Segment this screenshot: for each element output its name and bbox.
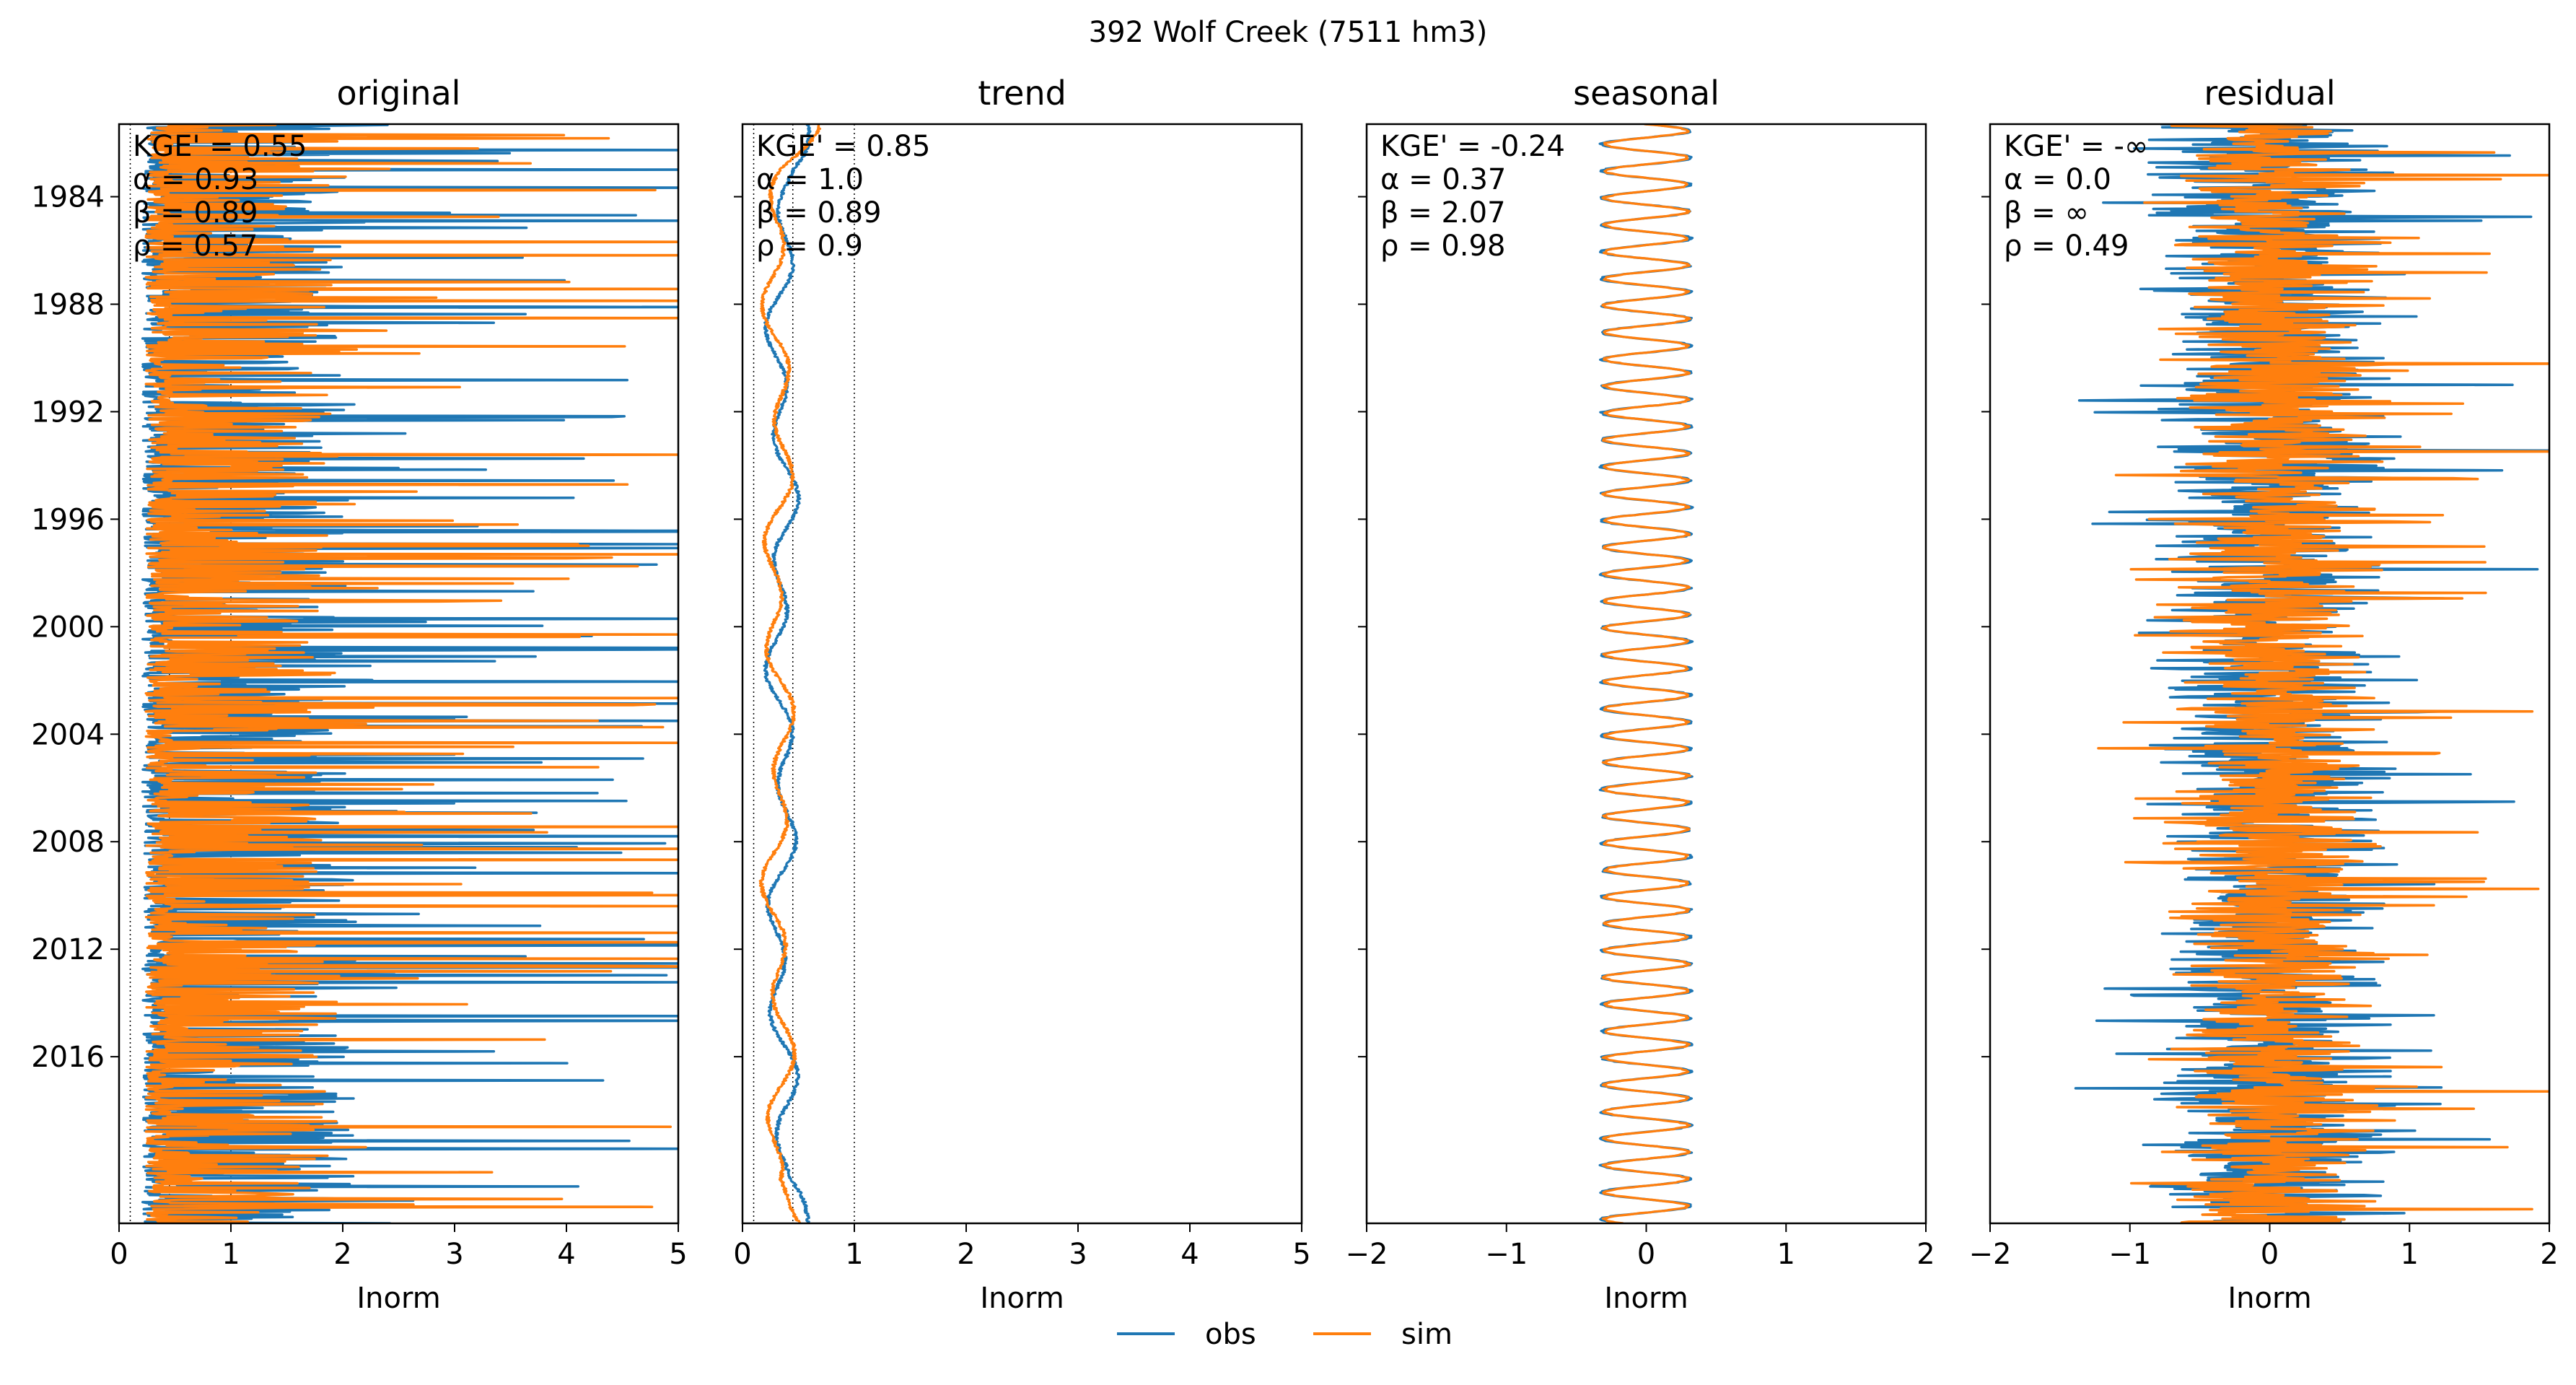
stat-label: β = ∞ [2004, 196, 2089, 230]
y-tick-label: 1984 [31, 181, 105, 214]
x-tick-label: 2 [333, 1238, 351, 1271]
x-tick-label: 0 [1637, 1238, 1655, 1271]
x-tick-label: 1 [1777, 1238, 1795, 1271]
panel-trend: trend KGE' = 0.85α = 1.0β = 0.89ρ = 0.9 0 1… [733, 74, 1310, 1315]
x-axis-label: Inorm [2227, 1282, 2311, 1315]
x-tick-label: −1 [2108, 1238, 2151, 1271]
stat-label: β = 0.89 [133, 196, 258, 230]
stat-label: KGE' = 0.55 [133, 130, 307, 163]
stat-label: ρ = 0.9 [756, 230, 863, 263]
x-tick-label: −2 [1346, 1238, 1388, 1271]
series-line-obs [763, 124, 812, 1223]
x-tick-label: −1 [1485, 1238, 1528, 1271]
x-tick-label: 4 [557, 1238, 575, 1271]
stat-label: α = 0.0 [2004, 163, 2111, 196]
panel-title: residual [2204, 74, 2335, 113]
panel-title: original [337, 74, 461, 113]
x-tick-label: 0 [2261, 1238, 2279, 1271]
y-tick-label: 2008 [31, 826, 105, 859]
x-tick-label: 5 [669, 1238, 687, 1271]
x-tick-label: 3 [445, 1238, 463, 1271]
y-tick-label: 1988 [31, 288, 105, 321]
stat-label: KGE' = 0.85 [756, 130, 931, 163]
figure-suptitle: 392 Wolf Creek (7511 hm3) [1089, 16, 1488, 49]
y-tick-label: 2012 [31, 933, 105, 966]
axes-frame [118, 123, 680, 1225]
x-tick-label: 1 [845, 1238, 863, 1271]
x-tick-label: 3 [1069, 1238, 1087, 1271]
stat-label: β = 2.07 [1380, 196, 1506, 230]
y-tick-label: 2016 [31, 1041, 105, 1074]
panel-plot-area [1598, 124, 1694, 1223]
panel-plot-area [753, 124, 855, 1223]
stat-label: ρ = 0.57 [133, 230, 258, 263]
x-tick-label: 1 [222, 1238, 240, 1271]
axes-frame [1365, 123, 1927, 1225]
y-tick-label: 2004 [31, 718, 105, 751]
axes-frame [741, 123, 1303, 1225]
x-tick-label: −2 [1969, 1238, 2012, 1271]
stat-label: KGE' = -∞ [2004, 130, 2148, 163]
legend-label-sim: sim [1401, 1318, 1453, 1351]
stats-box: KGE' = 0.85α = 1.0β = 0.89ρ = 0.9 [756, 130, 931, 263]
x-axis-label: Inorm [356, 1282, 440, 1315]
x-tick-label: 0 [110, 1238, 128, 1271]
stats-box: KGE' = -0.24α = 0.37β = 2.07ρ = 0.98 [1380, 130, 1565, 263]
series-line-sim [144, 124, 678, 1223]
legend: obs sim [1117, 1318, 1453, 1351]
series-line-sim [1601, 124, 1692, 1223]
y-tick-label: 2000 [31, 611, 105, 644]
stat-label: α = 0.37 [1380, 163, 1506, 196]
panel-title: seasonal [1573, 74, 1719, 113]
stats-box: KGE' = -∞α = 0.0β = ∞ρ = 0.49 [2004, 130, 2148, 263]
stat-label: β = 0.89 [756, 196, 882, 230]
panel-plot-area [129, 124, 678, 1223]
x-tick-label: 2 [957, 1238, 975, 1271]
x-tick-label: 4 [1180, 1238, 1199, 1271]
x-axis-label: Inorm [1604, 1282, 1688, 1315]
stat-label: α = 0.93 [133, 163, 258, 196]
panel-title: trend [978, 74, 1066, 113]
panel-original: original KGE' = 0.55α = 0.93β = 0.89ρ = 0… [31, 74, 688, 1315]
series-line-sim [2097, 124, 2549, 1223]
stat-label: ρ = 0.98 [1380, 230, 1505, 263]
series-line-sim [758, 124, 822, 1223]
stat-label: KGE' = -0.24 [1380, 130, 1565, 163]
stat-label: α = 1.0 [756, 163, 864, 196]
stats-box: KGE' = 0.55α = 0.93β = 0.89ρ = 0.57 [133, 130, 307, 263]
legend-label-obs: obs [1205, 1318, 1256, 1351]
panel-plot-area [2074, 124, 2549, 1223]
y-tick-label: 1992 [31, 396, 105, 429]
x-tick-label: 2 [2540, 1238, 2558, 1271]
y-tick-label: 1996 [31, 503, 105, 536]
x-tick-label: 5 [1292, 1238, 1310, 1271]
x-tick-label: 2 [1916, 1238, 1935, 1271]
x-axis-label: Inorm [980, 1282, 1064, 1315]
x-tick-label: 1 [2401, 1238, 2419, 1271]
x-tick-label: 0 [733, 1238, 751, 1271]
panel-residual: residual KGE' = -∞α = 0.0β = ∞ρ = 0.49 −2 −… [1969, 74, 2559, 1315]
stat-label: ρ = 0.49 [2004, 230, 2129, 263]
